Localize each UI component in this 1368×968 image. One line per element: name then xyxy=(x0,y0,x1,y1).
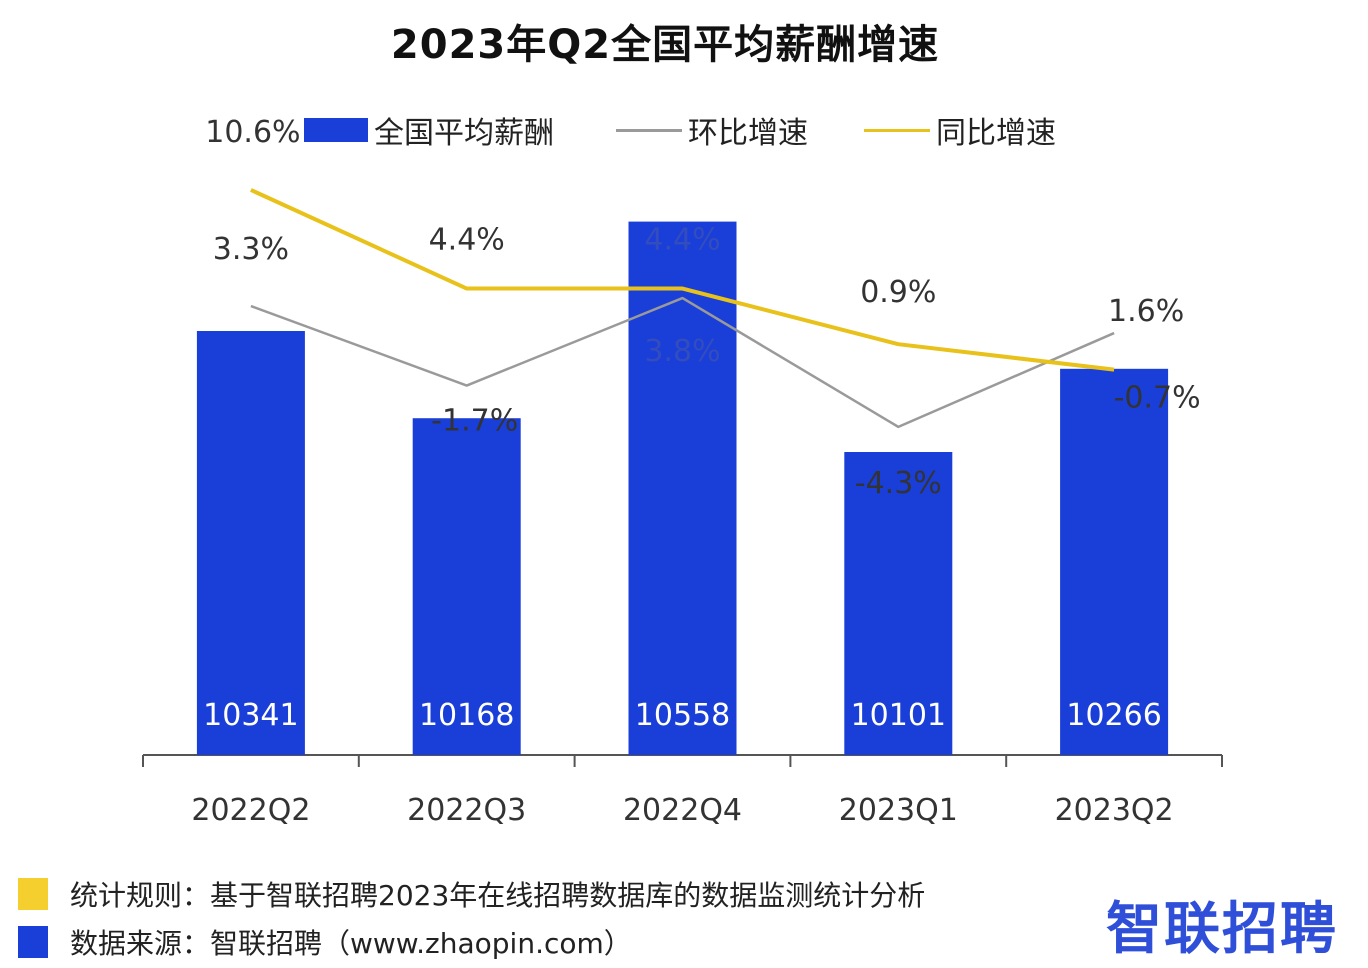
chart-legend: 全国平均薪酬 环比增速 同比增速 xyxy=(0,108,1368,152)
legend-item-qoq: 环比增速 xyxy=(616,108,808,152)
yoy-data-label: 0.9% xyxy=(860,275,936,310)
brand-logo: 智联招聘 xyxy=(1106,897,1338,962)
qoq-data-label: 1.6% xyxy=(1108,294,1184,329)
salary-bar xyxy=(844,451,953,755)
salary-bar xyxy=(628,221,737,755)
footer-rule-swatch xyxy=(18,878,48,910)
footer-source-text: 数据来源：智联招聘（www.zhaopin.com） xyxy=(70,927,632,960)
yoy-data-label: -0.7% xyxy=(1114,381,1201,416)
footer-rule-text: 统计规则：基于智联招聘2023年在线招聘数据库的数据监测统计分析 xyxy=(70,879,926,912)
salary-bar-label: 10266 xyxy=(1066,698,1161,733)
legend-item-salary: 全国平均薪酬 xyxy=(304,108,554,152)
footer-source-row: 数据来源：智联招聘（www.zhaopin.com） xyxy=(18,918,1018,966)
salary-bar xyxy=(196,330,305,755)
qoq-data-label: 3.8% xyxy=(644,334,720,369)
x-tick-label: 2022Q4 xyxy=(623,793,742,828)
x-tick-label: 2023Q2 xyxy=(1055,793,1174,828)
salary-bar-label: 10101 xyxy=(851,698,946,733)
qoq-data-label: -1.7% xyxy=(431,404,518,439)
legend-swatch-qoq xyxy=(616,128,682,132)
salary-bar-label: 10341 xyxy=(203,698,298,733)
qoq-data-label: 3.3% xyxy=(213,232,289,267)
footer-source-swatch xyxy=(18,926,48,958)
x-tick-label: 2023Q1 xyxy=(839,793,958,828)
yoy-data-label: 4.4% xyxy=(644,223,720,258)
legend-swatch-salary xyxy=(304,118,368,142)
chart-title: 2023年Q2全国平均薪酬增速 xyxy=(390,22,940,68)
x-tick-label: 2022Q3 xyxy=(407,793,526,828)
footer-rule-row: 统计规则：基于智联招聘2023年在线招聘数据库的数据监测统计分析 xyxy=(18,870,1018,918)
salary-bar-label: 10168 xyxy=(419,698,514,733)
legend-label-qoq: 环比增速 xyxy=(688,116,808,151)
yoy-data-label: 10.6% xyxy=(205,115,300,150)
legend-item-yoy: 同比增速 xyxy=(864,108,1056,152)
salary-bar xyxy=(412,418,521,755)
chart-footer: 统计规则：基于智联招聘2023年在线招聘数据库的数据监测统计分析 数据来源：智联… xyxy=(18,870,1018,966)
qoq-growth-line xyxy=(250,296,1115,429)
salary-bar-label: 10558 xyxy=(635,698,730,733)
yoy-data-label: 4.4% xyxy=(429,223,505,258)
salary-bar xyxy=(1060,368,1169,755)
legend-label-salary: 全国平均薪酬 xyxy=(374,116,554,151)
legend-label-yoy: 同比增速 xyxy=(936,116,1056,151)
legend-swatch-yoy xyxy=(864,128,930,132)
yoy-growth-line xyxy=(250,188,1115,372)
x-tick-label: 2022Q2 xyxy=(191,793,310,828)
qoq-data-label: -4.3% xyxy=(855,466,942,501)
